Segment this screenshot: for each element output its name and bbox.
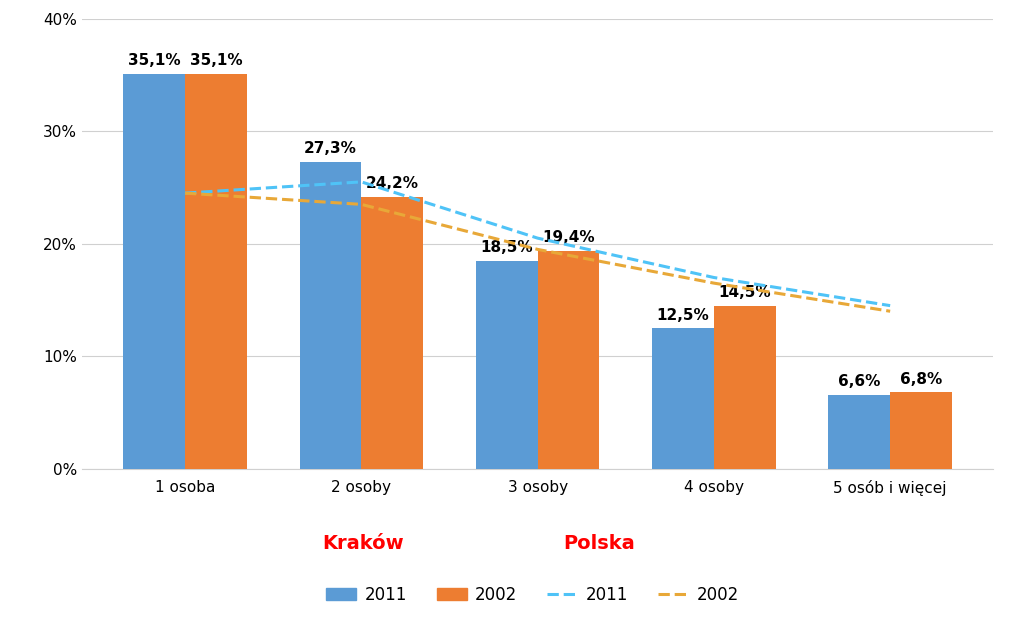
Text: 12,5%: 12,5% xyxy=(656,308,710,322)
Text: Polska: Polska xyxy=(563,534,635,553)
Text: 18,5%: 18,5% xyxy=(480,240,534,255)
Text: 6,8%: 6,8% xyxy=(900,372,942,387)
Text: Kraków: Kraków xyxy=(323,534,404,553)
Text: 6,6%: 6,6% xyxy=(838,374,881,389)
Bar xyxy=(890,392,952,469)
Bar xyxy=(300,162,361,469)
Bar xyxy=(476,261,538,469)
Bar xyxy=(538,251,599,469)
Bar xyxy=(185,74,247,469)
Text: 24,2%: 24,2% xyxy=(366,176,419,191)
Text: 27,3%: 27,3% xyxy=(304,141,357,156)
Text: 14,5%: 14,5% xyxy=(719,285,771,300)
Bar xyxy=(361,196,423,469)
Bar xyxy=(828,394,890,469)
Bar xyxy=(652,328,714,469)
Bar xyxy=(714,306,775,469)
Bar xyxy=(123,74,185,469)
Legend: 2011, 2002, 2011, 2002: 2011, 2002, 2011, 2002 xyxy=(319,579,745,611)
Text: 19,4%: 19,4% xyxy=(542,230,595,245)
Text: 35,1%: 35,1% xyxy=(128,53,180,68)
Text: 35,1%: 35,1% xyxy=(189,53,243,68)
